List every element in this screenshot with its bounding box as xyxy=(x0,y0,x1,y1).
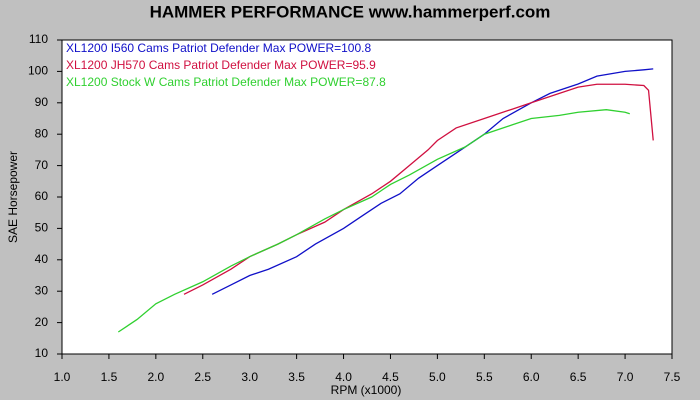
y-tick-label: 100 xyxy=(28,64,48,78)
y-tick-label: 90 xyxy=(35,95,49,109)
y-axis-label: SAE Horsepower xyxy=(6,151,20,243)
y-tick-label: 20 xyxy=(35,315,49,329)
y-tick-label: 110 xyxy=(29,32,48,46)
x-tick-label: 5.0 xyxy=(429,370,446,384)
x-tick-label: 2.5 xyxy=(194,370,211,384)
x-tick-label: 1.5 xyxy=(101,370,118,384)
x-tick-label: 4.5 xyxy=(382,370,399,384)
x-tick-label: 5.5 xyxy=(476,370,493,384)
x-tick-label: 6.0 xyxy=(523,370,540,384)
series-line xyxy=(211,68,654,295)
x-tick-label: 7.0 xyxy=(617,370,634,384)
x-tick-label: 1.0 xyxy=(54,370,71,384)
chart-title: HAMMER PERFORMANCE www.hammerperf.com xyxy=(150,2,551,21)
x-tick-label: 6.5 xyxy=(570,370,587,384)
legend-entry: XL1200 Stock W Cams Patriot Defender Max… xyxy=(66,75,386,89)
x-tick-label: 7.5 xyxy=(664,370,681,384)
legend-entry: XL1200 I560 Cams Patriot Defender Max PO… xyxy=(66,41,371,55)
x-axis-label: RPM (x1000) xyxy=(331,383,402,397)
x-tick-label: 3.0 xyxy=(241,370,258,384)
y-tick-label: 60 xyxy=(35,189,49,203)
y-tick-label: 50 xyxy=(35,221,49,235)
y-tick-label: 80 xyxy=(35,126,49,140)
x-tick-label: 4.0 xyxy=(335,370,352,384)
y-tick-label: 30 xyxy=(35,283,49,297)
series-line xyxy=(117,109,630,333)
x-tick-label: 2.0 xyxy=(148,370,165,384)
x-tick-label: 3.5 xyxy=(288,370,305,384)
legend-entry: XL1200 JH570 Cams Patriot Defender Max P… xyxy=(66,58,376,72)
y-tick-label: 10 xyxy=(35,346,49,360)
y-tick-label: 40 xyxy=(35,252,49,266)
y-tick-label: 70 xyxy=(35,158,49,172)
